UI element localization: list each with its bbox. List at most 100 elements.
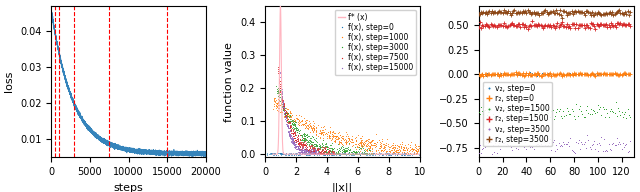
Point bbox=[312, 153, 323, 156]
Point bbox=[278, 102, 288, 105]
Point bbox=[582, 133, 592, 136]
Point bbox=[367, 152, 378, 156]
Point bbox=[300, 149, 310, 152]
Point bbox=[559, 10, 570, 13]
Point bbox=[291, 146, 301, 149]
Point bbox=[283, 107, 293, 110]
Point bbox=[308, 150, 318, 153]
Point bbox=[291, 138, 301, 142]
Point bbox=[288, 132, 298, 135]
Point bbox=[573, 10, 584, 13]
Point bbox=[287, 113, 298, 116]
Point bbox=[326, 153, 336, 156]
Point bbox=[593, 72, 603, 75]
Point bbox=[280, 114, 291, 118]
Point bbox=[312, 153, 323, 156]
Point bbox=[516, 73, 527, 76]
Point bbox=[298, 151, 308, 154]
Point bbox=[367, 149, 378, 152]
Point bbox=[308, 148, 319, 151]
Point bbox=[299, 150, 309, 153]
Point bbox=[320, 153, 330, 156]
Point bbox=[355, 147, 365, 150]
Point bbox=[483, 73, 493, 76]
Point bbox=[301, 153, 312, 156]
Point bbox=[283, 153, 293, 156]
Point bbox=[555, 73, 565, 76]
Point bbox=[328, 152, 338, 155]
Point bbox=[297, 144, 307, 147]
Point bbox=[541, 73, 552, 76]
Point bbox=[572, 73, 582, 76]
Point bbox=[278, 105, 288, 108]
Point bbox=[518, 23, 528, 26]
Point bbox=[340, 151, 350, 154]
Point bbox=[569, 22, 579, 26]
Point bbox=[362, 153, 372, 156]
Point bbox=[311, 153, 321, 156]
Point bbox=[298, 142, 308, 145]
Point bbox=[287, 120, 298, 123]
Point bbox=[308, 153, 318, 156]
Point bbox=[296, 150, 306, 153]
Point bbox=[337, 141, 347, 144]
Point bbox=[275, 99, 285, 102]
Point bbox=[299, 148, 309, 151]
Point bbox=[333, 140, 344, 143]
Point bbox=[301, 153, 311, 156]
Point bbox=[295, 151, 305, 154]
Point bbox=[320, 153, 330, 156]
Point bbox=[355, 153, 365, 156]
Point bbox=[334, 152, 344, 155]
Point bbox=[279, 108, 289, 112]
Point bbox=[285, 124, 296, 127]
Point bbox=[496, 23, 506, 26]
Point bbox=[499, 116, 509, 119]
Point bbox=[554, 12, 564, 16]
Point bbox=[300, 145, 310, 148]
Point bbox=[518, 71, 528, 74]
Point bbox=[296, 148, 307, 151]
Point bbox=[309, 149, 319, 152]
Point bbox=[267, 151, 277, 155]
Point bbox=[300, 147, 310, 150]
Point bbox=[607, 72, 617, 75]
Point bbox=[282, 114, 292, 117]
Point bbox=[591, 72, 602, 75]
Point bbox=[269, 97, 280, 100]
Point bbox=[356, 137, 366, 140]
Point bbox=[282, 124, 292, 127]
Point bbox=[280, 107, 290, 110]
Point bbox=[300, 147, 310, 150]
Point bbox=[555, 72, 565, 75]
Point bbox=[410, 152, 420, 155]
Point bbox=[319, 125, 329, 128]
Point bbox=[347, 152, 357, 156]
Point bbox=[291, 152, 301, 155]
Point bbox=[299, 152, 309, 155]
Point bbox=[294, 153, 305, 156]
Point bbox=[296, 143, 306, 146]
Point bbox=[329, 151, 339, 154]
Point bbox=[393, 149, 403, 152]
Point bbox=[275, 96, 285, 99]
Point bbox=[320, 146, 330, 149]
Point bbox=[520, 140, 531, 143]
Point bbox=[335, 152, 346, 155]
Point bbox=[296, 123, 306, 127]
Point bbox=[576, 73, 586, 76]
Point bbox=[483, 25, 493, 28]
Point bbox=[376, 153, 387, 156]
Point bbox=[309, 146, 319, 149]
Point bbox=[303, 143, 314, 146]
Point bbox=[351, 150, 361, 153]
Point bbox=[332, 152, 342, 155]
Point bbox=[279, 112, 289, 115]
Point bbox=[305, 144, 315, 147]
Point bbox=[552, 72, 563, 75]
Point bbox=[611, 25, 621, 28]
Point bbox=[539, 10, 549, 13]
Point bbox=[326, 153, 337, 156]
Point bbox=[579, 116, 589, 119]
Point bbox=[529, 140, 540, 143]
